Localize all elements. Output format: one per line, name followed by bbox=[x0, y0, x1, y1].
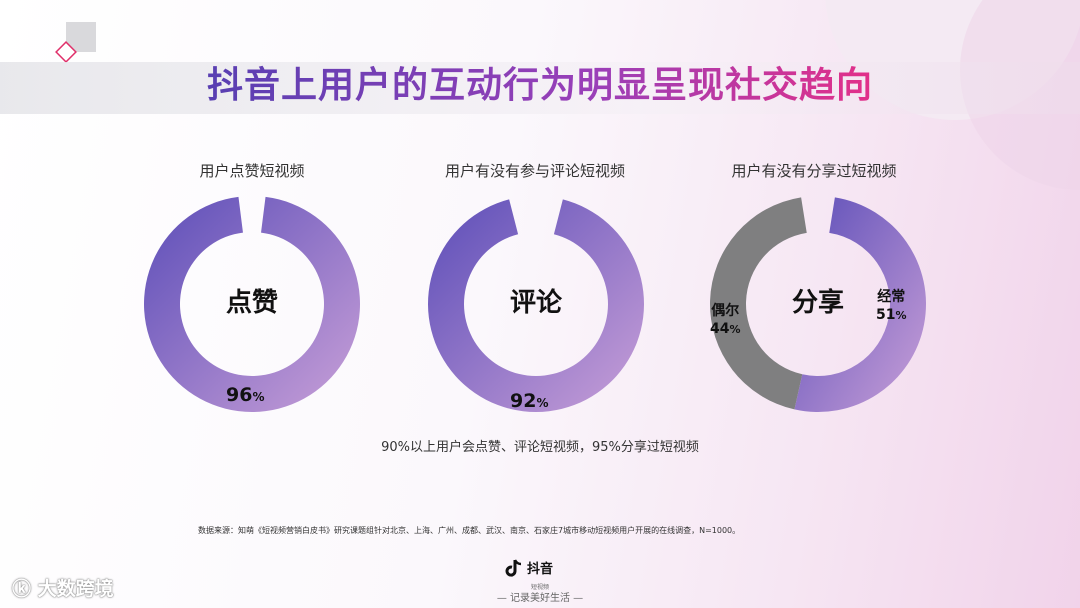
donut-like bbox=[143, 196, 360, 412]
source-note: 数据来源：知萌《短视频营销白皮书》研究课题组针对北京、上海、广州、成都、武汉、南… bbox=[198, 526, 741, 535]
donut-share bbox=[710, 197, 926, 412]
watermark-icon: ⓚ bbox=[12, 578, 32, 600]
slice-2-0 bbox=[794, 197, 926, 412]
watermark: ⓚ 大数跨境 bbox=[12, 578, 114, 600]
title-bar bbox=[0, 62, 1080, 114]
segment-label-sometimes: 偶尔 44% bbox=[710, 303, 741, 337]
brand-name: 抖音 bbox=[527, 561, 553, 577]
slice-1-0 bbox=[428, 199, 644, 412]
center-label-comment: 评论 bbox=[509, 288, 562, 318]
chart-title-comment: 用户有没有参与评论短视频 bbox=[444, 162, 625, 180]
slice-0-0 bbox=[143, 196, 360, 412]
segment-label-often: 经常 51% bbox=[876, 289, 907, 323]
chart-title-like: 用户点赞短视频 bbox=[199, 162, 305, 180]
page-title: 抖音上用户的互动行为明显呈现社交趋向 bbox=[0, 60, 1080, 112]
music-note-icon: 抖音 bbox=[505, 559, 553, 577]
center-label-share: 分享 bbox=[791, 288, 844, 318]
value-comment: 92% bbox=[510, 390, 549, 412]
slice-2-1 bbox=[710, 197, 807, 410]
chart-title-share: 用户有没有分享过短视频 bbox=[731, 162, 897, 180]
center-label-like: 点赞 bbox=[225, 288, 278, 318]
value-like: 96% bbox=[226, 384, 265, 406]
summary-text: 90%以上用户会点赞、评论短视频，95%分享过短视频 bbox=[381, 440, 699, 455]
donut-comment bbox=[428, 199, 644, 412]
brand-sub: 短视频 bbox=[530, 584, 549, 591]
brand-logo: 抖音 短视频 bbox=[505, 558, 575, 591]
slogan: — 记录美好生活 — bbox=[496, 593, 584, 604]
